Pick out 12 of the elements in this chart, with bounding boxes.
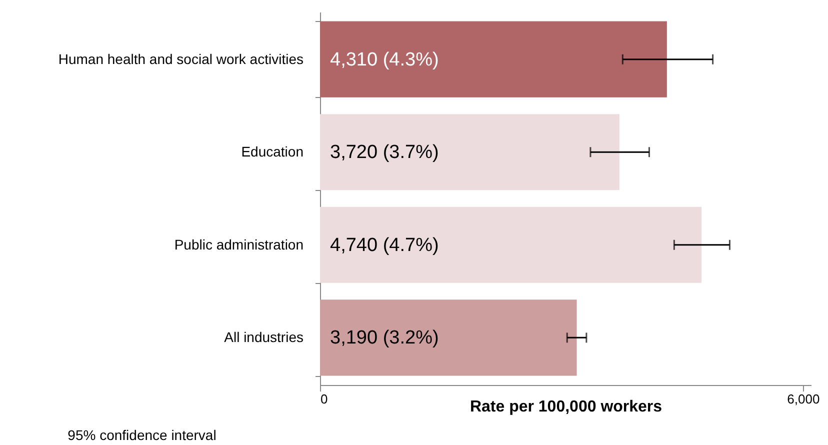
data-label: 4,740 (4.7%) xyxy=(330,234,439,256)
x-axis-title: Rate per 100,000 workers xyxy=(470,398,662,416)
y-tick-label: Human health and social work activities xyxy=(58,50,304,67)
y-tick-label: All industries xyxy=(224,329,304,346)
x-tick-label: 0 xyxy=(320,392,328,406)
data-label: 3,190 (3.2%) xyxy=(330,328,439,349)
y-tick-label: Public administration xyxy=(174,236,304,252)
y-tick-label: Education xyxy=(241,144,304,160)
x-tick-label: 6,000 xyxy=(787,392,820,406)
data-label: 4,310 (4.3%) xyxy=(330,49,439,70)
text: 95% confidence interval xyxy=(68,427,216,443)
data-label: 3,720 (3.7%) xyxy=(330,142,439,164)
